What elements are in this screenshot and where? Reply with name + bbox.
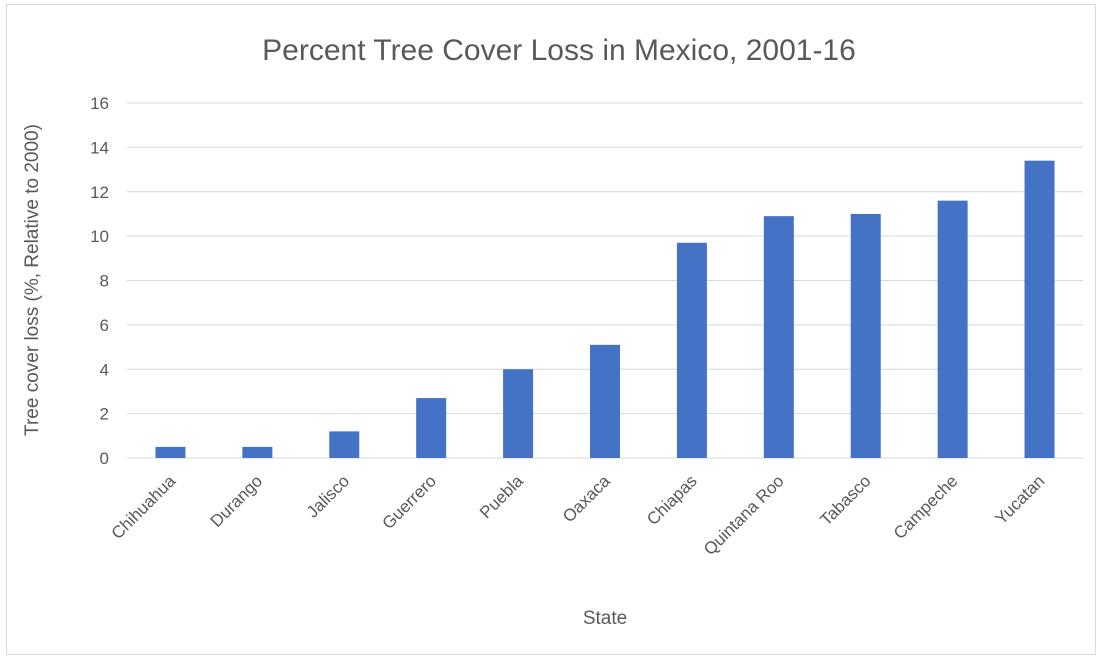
bar-tabasco — [850, 213, 881, 458]
bar-yucatan — [1024, 160, 1055, 458]
bar-chiapas — [676, 242, 707, 458]
chart-frame — [6, 4, 1096, 655]
x-tick-label: Campeche — [890, 471, 962, 543]
x-tick-label: Chihuahua — [108, 471, 180, 543]
x-axis-ticks: Chihuahua Durango Jalisco Guerrero Puebla Oax… — [108, 471, 1049, 559]
x-tick-label: Puebla — [476, 471, 527, 522]
y-tick-label: 10 — [90, 227, 109, 246]
bar-campeche — [937, 200, 968, 458]
y-tick-label: 12 — [90, 183, 109, 202]
x-tick-label: Oaxaca — [559, 471, 614, 526]
y-tick-label: 16 — [90, 94, 109, 113]
bar-jalisco — [329, 431, 360, 458]
bar-durango — [242, 446, 273, 458]
grid-lines — [127, 102, 1083, 459]
x-tick-label: Chiapas — [643, 471, 701, 529]
x-tick-label: Durango — [207, 471, 267, 531]
bar-oaxaca — [590, 344, 620, 458]
x-tick-label: Jalisco — [303, 471, 353, 521]
x-axis-title: State — [583, 608, 627, 629]
bars — [155, 160, 1055, 458]
y-tick-label: 8 — [100, 272, 109, 291]
x-tick-label: Yucatan — [991, 471, 1048, 528]
x-tick-label: Tabasco — [816, 471, 874, 529]
y-axis-title: Tree cover loss (%, Relative to 2000) — [22, 124, 43, 436]
y-tick-label: 6 — [100, 316, 109, 335]
bar-chihuahua — [155, 446, 186, 458]
y-tick-label: 4 — [100, 360, 109, 379]
y-tick-label: 14 — [90, 138, 109, 157]
bar-guerrero — [416, 398, 447, 458]
y-tick-label: 0 — [100, 449, 109, 468]
y-axis-ticks: 0 2 4 6 8 10 12 14 16 — [90, 94, 109, 468]
bar-puebla — [503, 369, 534, 458]
x-tick-label: Guerrero — [378, 471, 440, 533]
bar-quintana-roo — [763, 216, 794, 458]
y-tick-label: 2 — [100, 405, 109, 424]
x-tick-label: Quintana Roo — [700, 471, 788, 559]
chart-title: Percent Tree Cover Loss in Mexico, 2001-… — [262, 34, 856, 67]
